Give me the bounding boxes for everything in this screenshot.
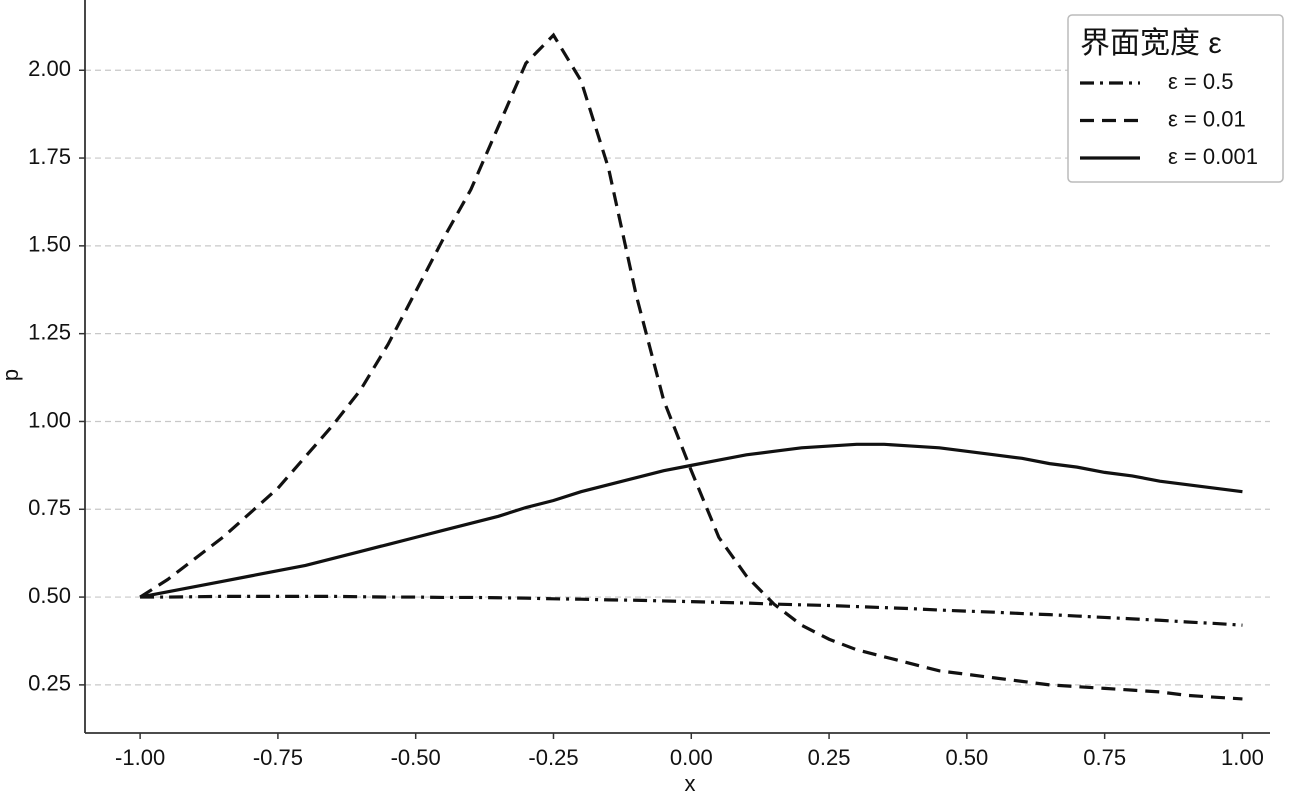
x-tick-label: 1.00: [1221, 745, 1264, 770]
y-axis-label: p: [0, 369, 23, 381]
legend-label: ε = 0.5: [1168, 69, 1233, 94]
x-tick-label: 0.25: [808, 745, 851, 770]
x-tick-label: -0.25: [528, 745, 578, 770]
x-tick-label: -0.75: [253, 745, 303, 770]
x-axis-label: x: [685, 771, 696, 796]
legend-box: [1067, 14, 1284, 183]
x-tick-label: -0.50: [391, 745, 441, 770]
x-tick-label: 0.75: [1083, 745, 1126, 770]
line: [139, 32, 1243, 701]
x-tick-label: -1.00: [115, 745, 165, 770]
legend-label: ε = 0.001: [1168, 144, 1258, 169]
y-tick-label: 2.00: [28, 56, 71, 81]
x-tick-label: 0.50: [945, 745, 988, 770]
x-tick-label: 0.00: [670, 745, 713, 770]
line: [139, 442, 1243, 599]
legend-title: 界面宽度 ε: [1080, 27, 1222, 60]
y-tick-label: 1.00: [28, 407, 71, 432]
y-tick-label: 1.25: [28, 319, 71, 344]
y-tick-label: 0.75: [28, 495, 71, 520]
y-tick-label: 1.75: [28, 144, 71, 169]
line: [140, 594, 1243, 627]
legend-label: ε = 0.01: [1168, 106, 1246, 131]
y-tick-label: 0.50: [28, 583, 71, 608]
y-tick-label: 1.50: [28, 232, 71, 257]
y-tick-label: 0.25: [28, 671, 71, 696]
